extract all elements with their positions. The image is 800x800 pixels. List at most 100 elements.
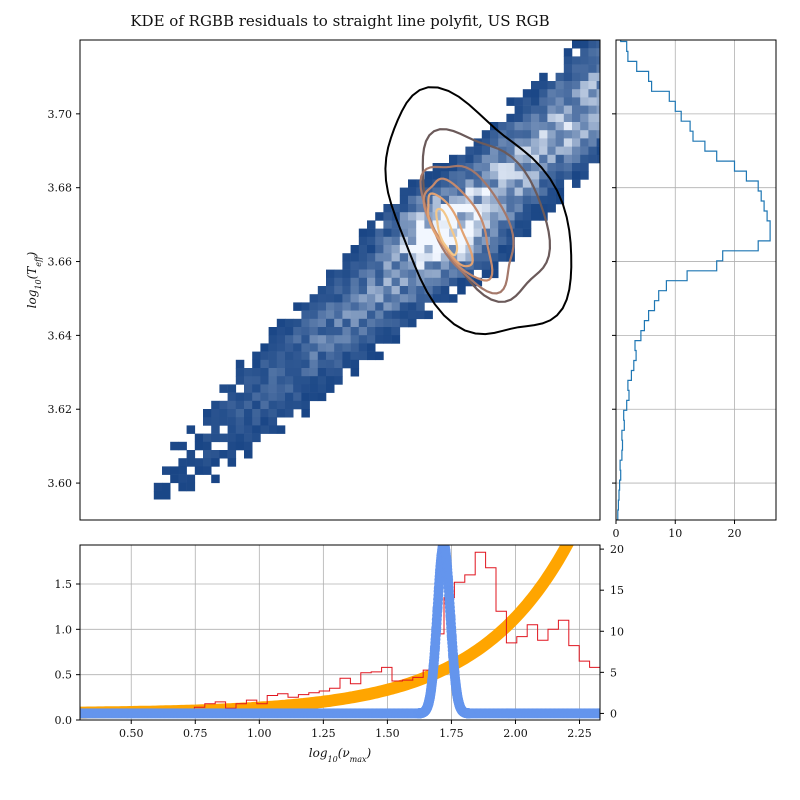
heatmap-cell: [465, 204, 474, 213]
heatmap-cell: [539, 72, 548, 82]
heatmap-cell: [358, 245, 368, 254]
heatmap-cell: [252, 392, 261, 402]
heatmap-cell: [580, 56, 589, 65]
bottom-y2-tick-label: 15: [610, 584, 624, 597]
heatmap-cell: [481, 212, 491, 221]
heatmap-cell: [563, 138, 573, 147]
bottom-y-tick-label: 1.0: [55, 623, 73, 636]
heatmap-cell: [301, 392, 310, 402]
chart-title: KDE of RGBB residuals to straight line p…: [130, 12, 550, 30]
heatmap-cell: [572, 105, 581, 115]
heatmap-cell: [317, 376, 327, 385]
heatmap-cell: [572, 130, 581, 139]
heatmap-cell: [481, 154, 491, 164]
heatmap-cell: [580, 113, 589, 123]
heatmap-cell: [432, 236, 442, 246]
heatmap-cell: [531, 171, 540, 180]
heatmap-cell: [481, 204, 491, 213]
heatmap-cell: [481, 130, 491, 139]
heatmap-cell: [326, 294, 335, 303]
heatmap-cell: [531, 81, 540, 90]
heatmap-cell: [498, 179, 507, 188]
heatmap-cell: [440, 187, 450, 197]
heatmap-cell: [334, 310, 343, 320]
heatmap-cell: [276, 409, 286, 418]
heatmap-cell: [514, 212, 524, 221]
heatmap-cell: [293, 376, 302, 385]
heatmap-cell: [522, 105, 532, 115]
heatmap-cell: [424, 236, 433, 246]
heatmap-cell: [252, 359, 261, 369]
bottom-x-tick-label: 0.75: [183, 727, 208, 740]
heatmap-cell: [440, 212, 450, 221]
heatmap-cell: [367, 245, 376, 254]
heatmap-cell: [293, 359, 302, 369]
heatmap-cell: [596, 154, 600, 164]
heatmap-cell: [399, 261, 409, 270]
heatmap-cell: [465, 146, 474, 156]
heatmap-cell: [186, 458, 196, 467]
heatmap-cell: [162, 466, 171, 475]
heatmap-cell: [399, 245, 409, 254]
main-axes-frame: [79, 39, 601, 521]
heatmap-cell: [326, 343, 335, 352]
heatmap-cell: [391, 228, 401, 238]
heatmap-cell: [326, 302, 335, 311]
heatmap-cell: [211, 450, 220, 459]
heatmap-cell: [350, 359, 360, 369]
heatmap-cell: [342, 343, 351, 352]
heatmap-cell: [596, 81, 600, 90]
heatmap-cell: [350, 318, 360, 328]
heatmap-cell: [317, 286, 327, 295]
heatmap-cell: [506, 163, 515, 172]
heatmap-cell: [194, 458, 204, 467]
gaussian-point: [464, 708, 475, 719]
heatmap-cell: [350, 294, 360, 303]
heatmap-cell: [432, 204, 442, 213]
heatmap-cell: [432, 171, 442, 180]
heatmap-cell: [391, 310, 401, 320]
heatmap-cell: [285, 351, 294, 361]
heatmap-cell: [342, 253, 351, 262]
heatmap-cell: [539, 195, 548, 205]
heatmap-cell: [367, 253, 376, 262]
heatmap-cell: [498, 195, 507, 205]
heatmap-cell: [514, 171, 524, 180]
heatmap-cell: [399, 187, 409, 197]
heatmap-cell: [531, 138, 540, 147]
heatmap-cell: [367, 228, 376, 238]
heatmap-cell: [424, 286, 433, 295]
heatmap-cell: [465, 163, 474, 172]
heatmap-cell: [334, 277, 343, 287]
heatmap-cell: [498, 187, 507, 197]
heatmap-cell: [473, 253, 483, 262]
heatmap-cell: [522, 122, 532, 131]
heatmap-cell: [260, 417, 269, 426]
heatmap-cell: [211, 400, 220, 410]
heatmap-cell: [572, 154, 581, 164]
heatmap-cell: [285, 384, 294, 393]
heatmap-cell: [293, 384, 302, 393]
heatmap-cell: [309, 376, 319, 385]
heatmap-cell: [244, 450, 253, 459]
heatmap-cell: [367, 327, 376, 336]
heatmap-cell: [457, 195, 466, 205]
heatmap-cell: [399, 228, 409, 238]
heatmap-cell: [547, 122, 556, 131]
heatmap-cell: [399, 294, 409, 303]
heatmap-cell: [227, 384, 237, 393]
heatmap-cell: [383, 204, 392, 213]
heatmap-cell: [547, 187, 556, 197]
heatmap-cell: [572, 97, 581, 106]
heatmap-cell: [334, 286, 343, 295]
heatmap-cell: [342, 310, 351, 320]
heatmap-cell: [440, 294, 450, 303]
heatmap-cell: [186, 425, 196, 434]
heatmap-cell: [342, 327, 351, 336]
heatmap-cell: [268, 384, 278, 393]
heatmap-cell: [563, 122, 573, 131]
heatmap-cell: [268, 359, 278, 369]
heatmap-cell: [219, 384, 228, 393]
heatmap-cell: [596, 48, 600, 57]
heatmap-cell: [424, 228, 433, 238]
